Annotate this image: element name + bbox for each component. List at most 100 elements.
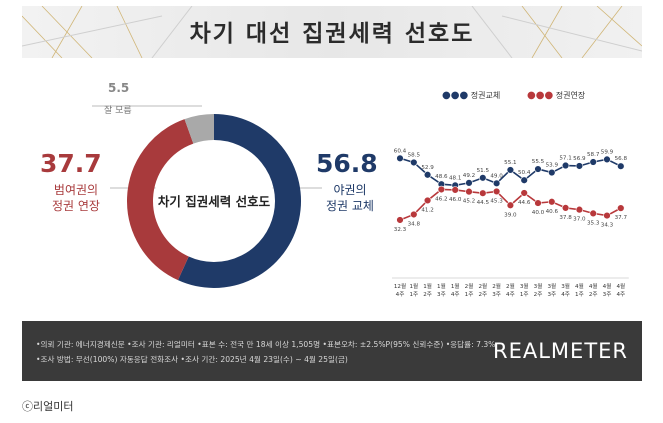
x-tick-label: 1주 — [465, 291, 474, 298]
x-tick-label: 4주 — [396, 291, 405, 298]
donut-slice-change — [177, 114, 301, 288]
series-extend-point — [603, 211, 611, 220]
brand-logo: REALMETER — [493, 339, 628, 363]
x-tick-label: 4주 — [616, 291, 625, 298]
x-tick-label: 1주 — [520, 291, 529, 298]
series-extend-point — [534, 199, 542, 207]
change-label-line2: 정권 교체 — [326, 199, 374, 213]
x-tick-label: 4월 — [589, 282, 598, 290]
legend-dots-icon: ●●● — [527, 90, 554, 101]
data-label: 34.8 — [408, 221, 421, 227]
extend-label-line1: 범여권의 — [53, 183, 99, 197]
title-band: 차기 대선 집권세력 선호도 — [22, 6, 642, 58]
x-tick-label: 3주 — [437, 291, 446, 298]
x-tick-label: 3월 — [561, 282, 570, 290]
donut-center — [154, 141, 274, 261]
series-change-point — [561, 161, 570, 170]
x-tick-label: 2주 — [534, 291, 543, 298]
data-label: 59.9 — [601, 149, 614, 155]
series-change-point — [589, 158, 597, 166]
extend-label: 범여권의 정권 연장 — [40, 182, 112, 214]
extend-value: 37.7 — [40, 149, 102, 178]
data-label: 53.9 — [546, 163, 559, 169]
data-label: 58.5 — [408, 152, 421, 158]
data-label: 32.3 — [394, 227, 407, 233]
series-extend-point — [396, 216, 404, 224]
series-extend-point — [617, 204, 625, 212]
legend-change-label: 정권교체 — [470, 91, 501, 100]
series-change-point — [492, 179, 501, 188]
extend-label-line2: 정권 연장 — [52, 199, 100, 213]
x-tick-label: 2월 — [478, 282, 487, 290]
x-tick-label: 3주 — [603, 291, 612, 298]
data-label: 48.1 — [449, 175, 462, 181]
series-extend-point — [589, 209, 597, 218]
donut-center-label: 차기 집권세력 선호도 — [158, 194, 271, 209]
x-tick-label: 1월 — [451, 282, 460, 290]
data-label: 41.2 — [421, 207, 433, 213]
data-label: 45.2 — [463, 199, 475, 205]
series-extend-point — [451, 186, 459, 194]
x-tick-label: 4월 — [575, 282, 584, 290]
series-extend-point — [492, 187, 501, 196]
x-tick-label: 12월 — [394, 282, 406, 290]
data-label: 57.1 — [559, 156, 572, 162]
x-tick-label: 3주 — [492, 291, 501, 298]
data-label: 48.6 — [435, 174, 448, 180]
x-tick-label: 1주 — [575, 291, 584, 298]
x-tick-label: 2주 — [478, 291, 487, 298]
unsure-label: 잘 모름 — [104, 106, 132, 116]
series-change-point — [617, 162, 625, 170]
x-tick-label: 2월 — [492, 282, 501, 290]
series-change-point — [534, 165, 542, 173]
x-tick-label: 2월 — [465, 282, 474, 290]
x-tick-label: 2월 — [506, 282, 515, 290]
series-extend-point — [437, 185, 446, 194]
series-change-point — [396, 154, 404, 162]
footer: •의뢰 기관: 에너지경제신문 •조사 기관: 리얼미터 •표본 수: 전국 만… — [22, 321, 642, 381]
x-tick-label: 4주 — [451, 291, 460, 298]
series-extend-point — [423, 196, 432, 205]
data-label: 46.2 — [435, 196, 447, 202]
series-change-point — [548, 168, 556, 177]
data-label: 51.5 — [477, 168, 490, 174]
trend-line-chart: 60.458.5 52.948.6 48.1 49.251.549.0 55.150.4… — [392, 148, 629, 298]
donut-slice-unsure — [184, 114, 215, 144]
data-label: 55.1 — [504, 160, 517, 166]
series-change-point — [603, 155, 611, 164]
series-extend-point — [548, 198, 556, 206]
change-value: 56.8 — [316, 149, 378, 178]
legend-extend-label: 정권연장 — [555, 91, 586, 100]
data-label: 49.2 — [463, 173, 475, 179]
series-change-point — [506, 166, 515, 174]
data-label: 56.9 — [573, 156, 586, 162]
footer-line1: •의뢰 기관: 에너지경제신문 •조사 기관: 리얼미터 •표본 수: 전국 만… — [36, 340, 496, 349]
data-label: 55.5 — [532, 159, 545, 165]
data-label: 45.3 — [490, 198, 503, 204]
x-tick-label: 1월 — [409, 282, 418, 290]
x-tick-label: 1월 — [423, 282, 432, 290]
data-label: 49.0 — [490, 173, 503, 179]
series-change-point — [423, 171, 432, 179]
data-label: 44.5 — [477, 200, 490, 206]
data-label: 56.8 — [615, 156, 628, 162]
series-change-point — [410, 158, 418, 167]
series-extend-point — [520, 189, 528, 197]
change-label: 야권의 정권 교체 — [314, 182, 386, 214]
copyright-caption: ⓒ리얼미터 — [22, 400, 74, 413]
x-tick-label: 4월 — [616, 282, 625, 290]
series-extend-point — [479, 189, 487, 197]
series-extend-point — [410, 210, 418, 219]
data-label: 40.0 — [532, 210, 545, 216]
series-extend-point — [506, 201, 515, 209]
x-tick-label: 2주 — [589, 291, 598, 298]
data-label: 40.6 — [546, 209, 559, 215]
donut-chart: 차기 집권세력 선호도 — [92, 105, 322, 288]
title-decoration — [22, 6, 642, 58]
x-tick-label: 1주 — [409, 291, 418, 298]
x-tick-label: 2주 — [423, 291, 432, 298]
x-tick-label: 4주 — [561, 291, 570, 298]
legend-extend: ●●● 정권연장 — [527, 90, 585, 101]
unsure-value: 5.5 — [108, 81, 130, 95]
data-label: 37.0 — [573, 217, 586, 223]
